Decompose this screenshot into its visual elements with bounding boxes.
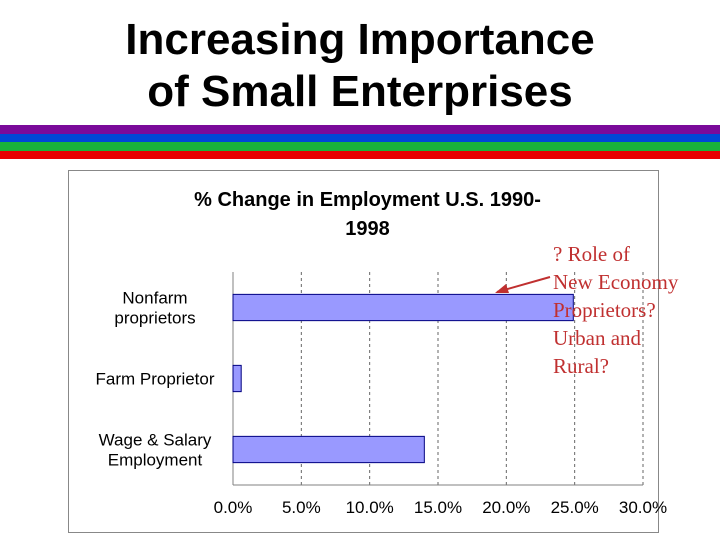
- slide-title-line2: of Small Enterprises: [147, 67, 573, 116]
- x-tick-label: 20.0%: [482, 498, 530, 517]
- chart-frame: [68, 170, 659, 533]
- color-stripe-divider: [0, 125, 720, 159]
- bar-layer: [232, 293, 574, 464]
- x-tick-label: 5.0%: [282, 498, 321, 517]
- chart-title: % Change in Employment U.S. 1990- 1998: [140, 186, 595, 244]
- stripe-purple: [0, 125, 720, 134]
- chart-title-line2: 1998: [345, 218, 390, 240]
- x-tick-label: 30.0%: [619, 498, 667, 517]
- category-label: Farm Proprietor: [95, 370, 214, 389]
- x-tick-label: 10.0%: [346, 498, 394, 517]
- annotation-line-3: Proprietors?: [553, 298, 656, 322]
- chart-title-line1: % Change in Employment U.S. 1990-: [194, 189, 541, 211]
- bar: [232, 364, 242, 393]
- x-tick-label: 25.0%: [551, 498, 599, 517]
- stripe-blue: [0, 133, 720, 142]
- category-label: Nonfarm proprietors: [114, 289, 195, 328]
- annotation-line-1: ? Role of: [553, 242, 630, 266]
- slide-title: Increasing Importance of Small Enterpris…: [0, 14, 720, 118]
- x-tick-label: 0.0%: [214, 498, 253, 517]
- label-layer: Nonfarm proprietors Farm Proprietor Wage & …: [95, 289, 667, 518]
- slide-title-line1: Increasing Importance: [125, 15, 595, 64]
- x-tick-label: 15.0%: [414, 498, 462, 517]
- annotation-arrow-head: [495, 284, 509, 293]
- stripe-green: [0, 142, 720, 151]
- bar: [232, 293, 574, 322]
- annotation-line-5: Rural?: [553, 354, 609, 378]
- annotation-note: ? Role of New Economy Proprietors? Urban…: [553, 240, 678, 380]
- bar: [232, 435, 425, 464]
- annotation-line-4: Urban and: [553, 326, 642, 350]
- category-label: Wage & Salary Employment: [99, 431, 212, 470]
- annotation-line-2: New Economy: [553, 270, 679, 294]
- stripe-red: [0, 150, 720, 159]
